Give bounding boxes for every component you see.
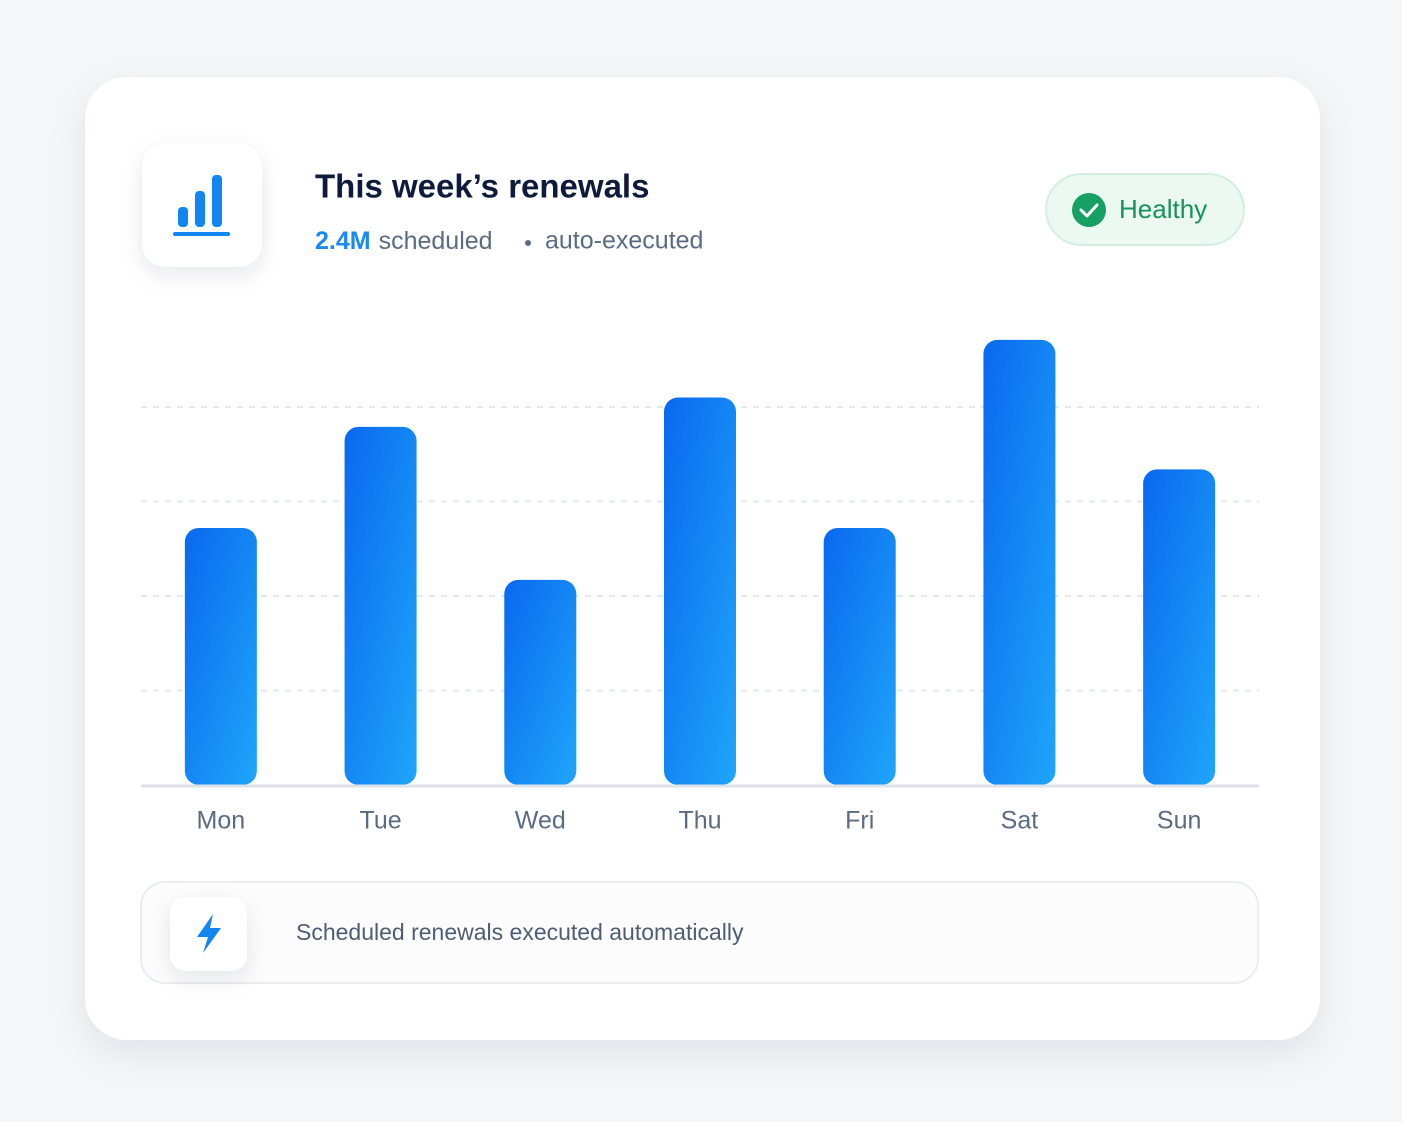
status-badge <box>1045 173 1245 246</box>
bar <box>184 527 257 785</box>
x-tick-label: Fri <box>845 807 874 835</box>
x-tick-label: Tue <box>359 807 401 835</box>
x-tick-label: Mon <box>197 807 246 835</box>
plot: Mon Tue Wed Thu Fri Sat Sun <box>141 339 1259 835</box>
note-box <box>140 881 1259 984</box>
x-tick-label: Sat <box>1001 807 1039 835</box>
chart-icon <box>173 175 230 236</box>
subtitle: 2.4M scheduled <box>315 227 493 255</box>
x-tick-label: Sun <box>1157 807 1201 835</box>
status-icon <box>1072 193 1106 227</box>
subtitle-highlight: 2.4M <box>315 227 371 255</box>
x-tick-label: Thu <box>678 807 721 835</box>
separator <box>525 240 531 246</box>
bar <box>664 397 736 785</box>
bar <box>504 579 577 785</box>
subtitle-text: scheduled <box>379 227 493 255</box>
x-tick-label: Wed <box>515 807 566 835</box>
bolt-icon <box>197 914 221 953</box>
bar <box>823 527 896 785</box>
status-text: Healthy <box>1119 194 1207 224</box>
check <box>1079 203 1099 218</box>
bar <box>983 339 1056 785</box>
note-text: Scheduled renewals executed automaticall… <box>296 919 744 945</box>
title: This week’s renewals <box>315 168 649 205</box>
subtitle-detail: auto-executed <box>545 227 703 255</box>
bar <box>344 426 417 785</box>
bar <box>1143 469 1216 785</box>
